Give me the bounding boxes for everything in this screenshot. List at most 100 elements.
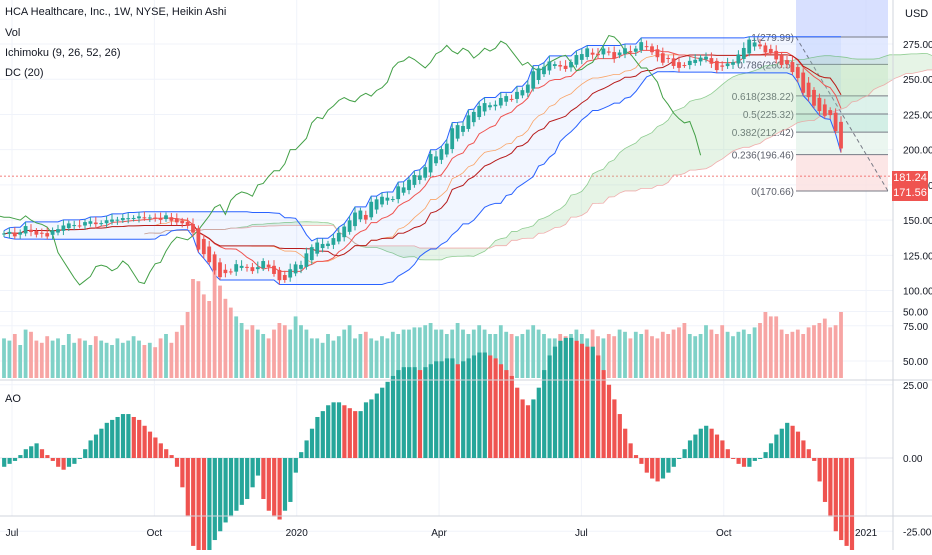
ao-bar [250,458,255,488]
legend-ao[interactable]: AO [5,393,21,405]
volume-bar [655,338,660,378]
candle-body [601,48,606,55]
currency-label: USD [905,8,928,20]
ao-bar [185,458,190,517]
volume-bar [671,329,676,378]
volume-bar [164,334,168,378]
candle-body [822,104,827,116]
candle-body [380,196,384,205]
candle-body [131,217,136,219]
candle-body [282,275,287,280]
candle-body [315,242,320,254]
volume-bar [374,340,379,378]
candle-body [590,52,595,55]
volume-bar [185,312,190,378]
candle-body [709,58,714,64]
ao-bar [423,367,428,458]
volume-bar [434,329,438,378]
legend-dc[interactable]: DC (20) [5,67,44,79]
ao-bar [374,393,379,458]
ao-bar [331,402,336,458]
ao-bar [633,455,639,458]
ao-bar [309,428,315,458]
candle-body [45,233,50,237]
volume-bar [687,334,692,378]
volume-bar [795,329,800,378]
fib-zone-top [796,0,888,37]
volume-bar [536,329,541,378]
candle-body [99,223,104,225]
candle-body [320,243,325,249]
volume-bar [29,331,33,378]
volume-bar [77,338,82,378]
ao-bar [774,434,779,458]
ao-bar [849,458,855,555]
candle-body [488,105,492,108]
candle-body [687,60,692,66]
time-tick-label: 2020 [286,528,309,539]
candle-body [369,201,374,218]
candle-body [790,62,795,73]
candle-body [563,65,568,69]
ao-bar [83,449,88,458]
ao-bar [720,440,725,458]
volume-bar [158,338,163,378]
candle-body [120,218,125,221]
volume-bar [423,325,428,378]
candle-body [180,220,185,224]
ao-bar [115,416,120,458]
candle-body [417,175,422,180]
ao-bar [639,458,644,464]
ao-bar [552,346,558,458]
ao-bar [66,458,72,467]
volume-bar [320,342,325,378]
ao-bar [18,455,23,458]
volume-bar [439,329,444,378]
volume-bar [698,334,703,378]
candle-body [185,221,190,226]
volume-bar [806,327,811,378]
candle-body [450,128,455,150]
candle-body [93,222,98,225]
ao-bar [812,458,817,461]
ao-bar [444,358,450,458]
volume-bar [461,329,465,378]
volume-bar [83,340,87,378]
fib-level-label: 0.5(225.32) [743,110,794,121]
ao-bar [585,346,590,458]
volume-bar [120,342,125,378]
candle-body [542,66,546,75]
volume-bar [45,336,50,378]
legend-ichimoku[interactable]: Ichimoku (9, 26, 52, 26) [5,47,121,59]
fib-level-label: 0(170.66) [751,187,794,198]
volume-bar [768,316,773,378]
candle-body [137,216,141,219]
legend-vol[interactable]: Vol [5,27,21,39]
ao-bar [466,358,471,458]
volume-bar [99,340,104,378]
candle-body [839,121,843,149]
volume-bar [633,331,638,378]
candle-body [434,156,438,164]
ao-bar [628,443,633,458]
volume-bar [228,307,233,378]
ao-bar [196,458,201,555]
volume-bar [839,312,843,378]
candle-body [115,219,120,221]
volume-bar [828,327,833,378]
volume-bar [304,329,309,378]
ao-bar [574,340,579,458]
ao-bar [498,364,504,458]
volume-bar [277,323,282,378]
donchian-upper [3,36,841,242]
ao-bar [137,419,142,458]
volume-bar [104,342,109,378]
ao-bar [39,449,45,458]
candle-body [471,111,476,123]
ao-bar [644,458,649,473]
fib-level-label: 0.236(196.46) [732,151,794,162]
candle-body [104,220,109,224]
volume-bar [785,334,789,378]
volume-bar [272,329,276,378]
